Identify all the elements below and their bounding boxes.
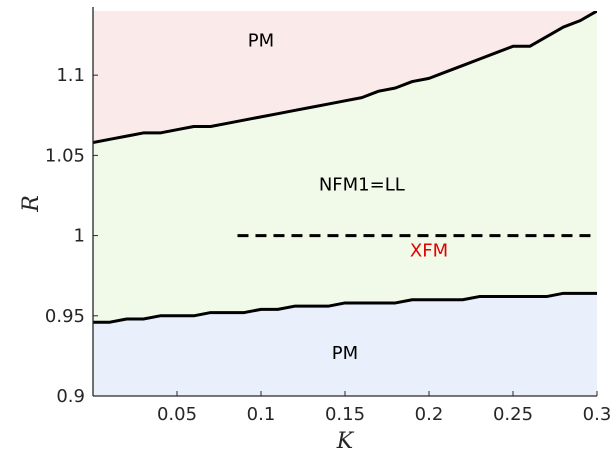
x-axis-label: K [336, 429, 355, 454]
y-axis-label: R [19, 195, 44, 213]
x-tick-label: 0.2 [415, 404, 444, 425]
region-label-pm-0: PM [248, 30, 274, 51]
y-tick-label: 1.05 [45, 145, 85, 166]
y-tick-label: 0.95 [45, 306, 85, 327]
phase-regions [93, 6, 597, 401]
x-tick-label: 0.15 [325, 404, 365, 425]
x-tick-label: 0.05 [157, 404, 197, 425]
y-tick-label: 0.9 [56, 386, 85, 407]
x-tick-label: 0.3 [583, 404, 612, 425]
y-tick-label: 1 [74, 226, 85, 247]
x-tick-label: 0.1 [247, 404, 276, 425]
y-tick-label: 1.1 [56, 65, 85, 86]
region-label-pm-3: PM [332, 343, 358, 364]
x-tick-label: 0.25 [493, 404, 533, 425]
region-label-nfm1-ll-1: NFM1=LL [319, 175, 405, 196]
region-label-xfm-2: XFM [410, 240, 448, 261]
